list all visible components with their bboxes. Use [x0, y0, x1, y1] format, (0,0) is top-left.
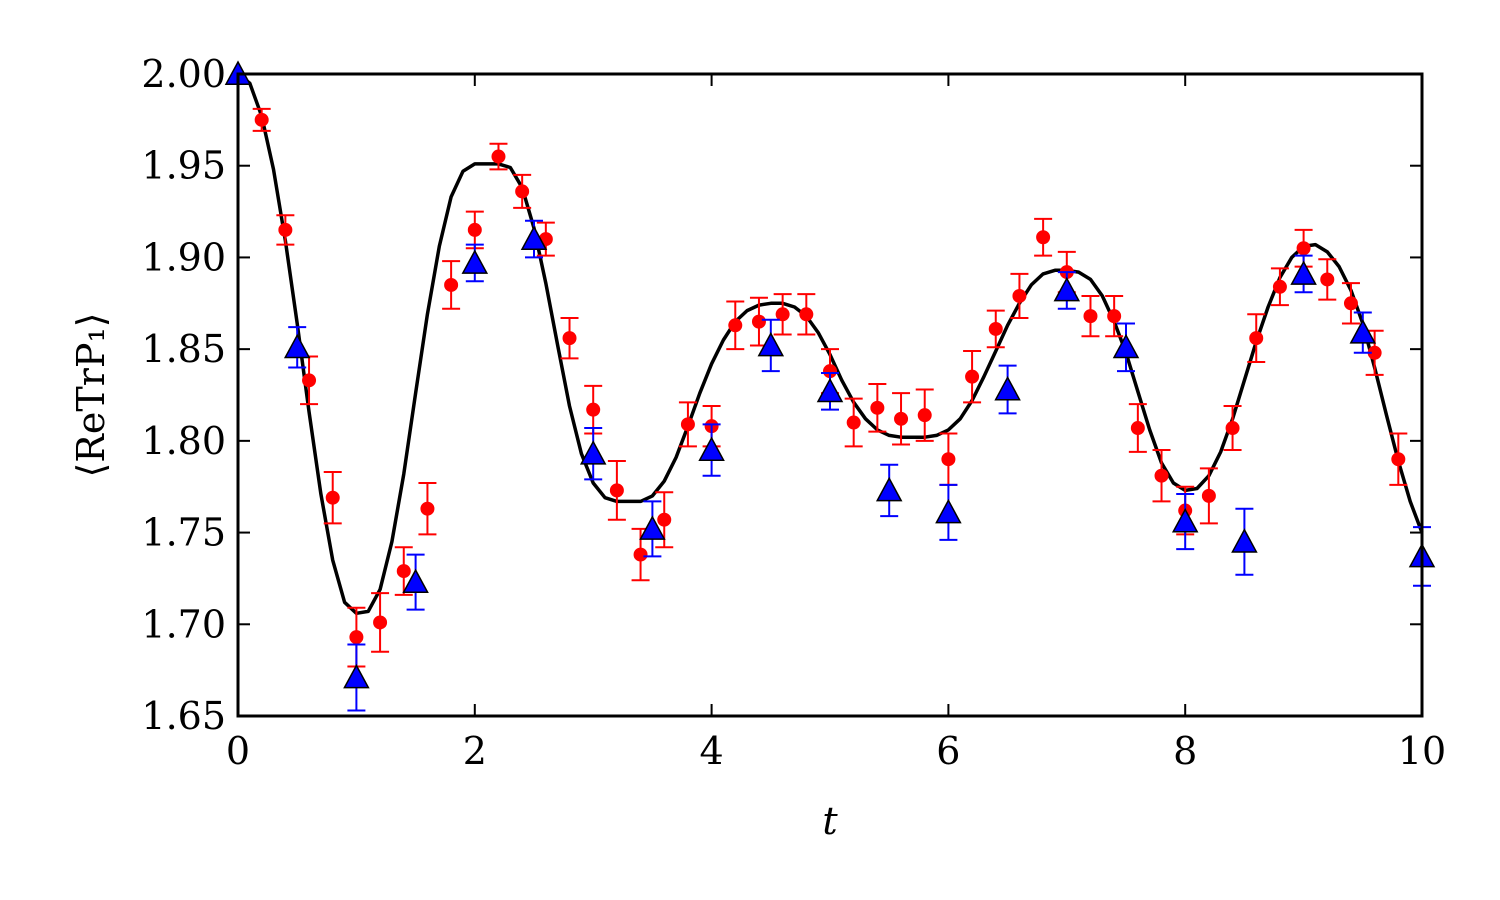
red-point [775, 307, 790, 322]
blue-point [343, 663, 370, 689]
red-point [1272, 279, 1287, 294]
red-point [278, 222, 293, 237]
blue-point [816, 377, 844, 403]
blue-point [757, 331, 785, 357]
y-tick-label: 1.80 [141, 419, 226, 463]
red-point [1201, 488, 1216, 503]
red-point [325, 490, 340, 505]
red-point [515, 184, 530, 199]
red-point [373, 615, 388, 630]
y-axis-label: ⟨ReTrP₁⟩ [69, 312, 113, 477]
red-point [965, 369, 980, 384]
tick-layer: 0 2 4 6 8 10 1.65 1.70 1.75 1.80 1.85 1.90 1.95 2.00 [141, 52, 1446, 773]
red-point [1320, 272, 1335, 287]
blue-point [1053, 276, 1081, 302]
red-point [1012, 288, 1027, 303]
red-point [1130, 421, 1145, 436]
red-point [491, 149, 506, 164]
y-tick-label: 1.95 [141, 144, 226, 188]
red-point [633, 547, 648, 562]
y-tick-label: 1.70 [141, 602, 226, 646]
plot-frame [236, 72, 1424, 718]
y-tick-label: 1.75 [141, 511, 226, 555]
x-axis-label: t [822, 799, 838, 843]
y-tick-label: 1.85 [141, 327, 226, 371]
red-point [467, 222, 482, 237]
red-point [1249, 331, 1264, 346]
y-tick-label: 1.90 [141, 235, 226, 279]
red-point [894, 411, 909, 426]
blue-point [875, 476, 903, 502]
red-point [1154, 468, 1169, 483]
red-point [420, 501, 435, 516]
blue-point [1349, 319, 1377, 344]
red-point [680, 417, 695, 432]
red-point [1107, 309, 1122, 324]
y-tick-label: 2.00 [141, 52, 226, 96]
red-point [444, 277, 459, 292]
blue-point [1290, 260, 1317, 285]
blue-point [1231, 528, 1258, 553]
red-point [302, 373, 317, 388]
blue-point [402, 568, 429, 594]
blue-point [579, 440, 607, 465]
x-tick-label: 10 [1398, 729, 1446, 773]
blue-point [994, 375, 1021, 401]
x-tick-label: 0 [226, 729, 250, 773]
red-point [609, 483, 624, 498]
red-point [1391, 452, 1406, 467]
red-point [941, 452, 956, 467]
x-tick-label: 4 [700, 729, 724, 773]
blue-point [935, 498, 962, 524]
blue-point [698, 436, 725, 461]
blue-point [461, 249, 489, 274]
x-tick-label: 6 [936, 729, 960, 773]
red-series-layer [252, 107, 1408, 668]
red-point [254, 112, 269, 127]
y-tick-label: 1.65 [141, 694, 226, 738]
red-point [751, 314, 766, 329]
red-point [870, 400, 885, 415]
red-point [799, 307, 814, 322]
blue-point [1171, 507, 1199, 533]
red-point [1225, 421, 1240, 436]
red-point [396, 564, 411, 579]
blue-point [639, 515, 666, 540]
x-tick-label: 2 [463, 729, 487, 773]
blue-point [1112, 333, 1140, 359]
red-point [988, 321, 1003, 336]
red-point [562, 331, 577, 346]
red-point [917, 408, 932, 423]
red-point [657, 512, 672, 527]
red-point [349, 630, 364, 645]
x-tick-label: 8 [1173, 729, 1197, 773]
red-point [586, 402, 601, 417]
red-point [1083, 309, 1098, 324]
red-point [846, 415, 861, 430]
red-point [1296, 241, 1311, 256]
blue-point [283, 333, 311, 359]
red-point [728, 318, 743, 333]
blue-series-layer [224, 60, 1436, 712]
red-point [1036, 230, 1051, 245]
red-point [1343, 296, 1358, 311]
blue-point [520, 225, 548, 251]
